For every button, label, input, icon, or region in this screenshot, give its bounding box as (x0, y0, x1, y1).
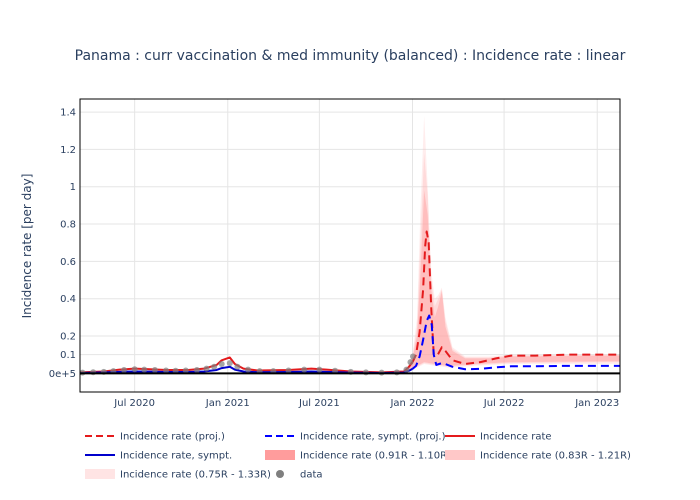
series-lines (79, 230, 620, 374)
axes: 0e+5 0.1 0.2 0.4 0.6 0.8 1 1.2 1.4 Jul 2020 Jan 20… (49, 98, 621, 409)
legend-item: Incidence rate, sympt. (proj.) (265, 432, 446, 443)
data-point (285, 367, 292, 374)
y-tick-label: 0.1 (60, 350, 76, 361)
legend-item: Incidence rate (0.75R - 1.33R) (85, 469, 271, 481)
plot-frame (79, 98, 621, 393)
data-point (151, 366, 158, 373)
y-tick-label: 0e+5 (49, 369, 76, 380)
band-incidence-rate-0-91r-1-10r (406, 190, 620, 374)
data-point (163, 367, 170, 374)
y-tick-label: 0.2 (60, 332, 76, 343)
legend-item: Incidence rate (proj.) (85, 432, 225, 443)
data-point (182, 367, 189, 374)
legend-item: data (276, 470, 323, 481)
data-point (226, 360, 233, 367)
data-point (332, 367, 339, 374)
chart-title: Panama : curr vaccination & med immunity… (75, 48, 626, 64)
data-point (141, 366, 148, 373)
data-point (121, 366, 128, 373)
legend-label: Incidence rate (0.75R - 1.33R) (120, 470, 271, 481)
legend: Incidence rate (proj.) Incidence rate, sy… (85, 432, 631, 481)
legend-item: Incidence rate (0.91R - 1.10R) (265, 450, 451, 462)
legend-label: Incidence rate (proj.) (120, 432, 225, 443)
x-tick-label: Jan 2022 (389, 398, 434, 409)
grid (80, 99, 620, 392)
data-point (245, 366, 252, 373)
data-point (218, 361, 225, 368)
legend-item: Incidence rate (0.83R - 1.21R) (445, 450, 631, 462)
legend-item: Incidence rate (445, 432, 552, 443)
line-incidence-rate-sympt-proj (411, 314, 620, 371)
legend-swatch (276, 470, 284, 478)
y-tick-label: 1.2 (60, 145, 76, 156)
data-point (301, 366, 308, 373)
y-tick-label: 0.8 (60, 220, 76, 231)
legend-label: Incidence rate, sympt. (120, 451, 232, 462)
x-tick-label: Jul 2022 (483, 398, 525, 409)
legend-swatch (85, 469, 115, 479)
legend-label: Incidence rate, sympt. (proj.) (300, 432, 446, 443)
y-tick-label: 1.4 (60, 108, 76, 119)
legend-label: data (300, 470, 323, 481)
data-point (172, 367, 179, 374)
band-incidence-rate-0-75r-1-33r (406, 115, 620, 374)
uncertainty-bands (406, 115, 620, 374)
data-point (203, 365, 210, 372)
y-tick-label: 1 (70, 182, 76, 193)
data-point (403, 366, 410, 373)
data-point (234, 363, 241, 370)
legend-swatch (445, 450, 475, 460)
data-point (316, 366, 323, 373)
x-tick-label: Jan 2021 (205, 398, 250, 409)
data-point (211, 363, 218, 370)
legend-label: Incidence rate (0.91R - 1.10R) (300, 451, 451, 462)
data-point (131, 366, 138, 373)
legend-item: Incidence rate, sympt. (85, 451, 232, 462)
data-point (410, 353, 417, 360)
legend-swatch (265, 450, 295, 460)
legend-label: Incidence rate (0.83R - 1.21R) (480, 451, 631, 462)
legend-label: Incidence rate (480, 432, 552, 443)
y-axis-title: Incidence rate [per day] (20, 174, 34, 319)
y-tick-label: 0.6 (60, 257, 76, 268)
y-tick-label: 0.4 (60, 294, 76, 305)
x-tick-label: Jul 2021 (298, 398, 340, 409)
x-tick-label: Jul 2020 (113, 398, 155, 409)
line-incidence-rate-proj (411, 230, 620, 366)
x-tick-label: Jan 2023 (574, 398, 619, 409)
data-point (407, 359, 414, 366)
band-incidence-rate-0-83r-1-21r (406, 153, 620, 374)
data-point (193, 366, 200, 373)
